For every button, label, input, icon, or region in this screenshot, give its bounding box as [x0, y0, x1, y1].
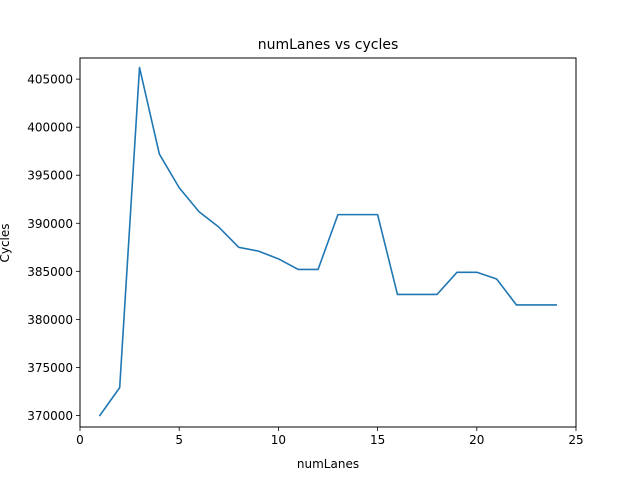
- x-tick-label: 15: [370, 433, 385, 447]
- y-tick-label: 405000: [27, 73, 73, 87]
- y-tick-label: 370000: [27, 409, 73, 423]
- y-axis: 370000 375000 380000 385000 390000 395000 4000…: [27, 73, 80, 423]
- plot-frame: [79, 57, 577, 428]
- x-tick-label: 25: [568, 433, 583, 447]
- x-tick-label: 10: [271, 433, 286, 447]
- series-line: [98, 66, 557, 417]
- y-tick-label: 390000: [27, 217, 73, 231]
- y-tick-label: 385000: [27, 265, 73, 279]
- x-axis-label: numLanes: [297, 457, 359, 471]
- chart-title: numLanes vs cycles: [258, 37, 399, 53]
- y-tick-label: 375000: [27, 361, 73, 375]
- y-tick-label: 380000: [27, 313, 73, 327]
- x-tick-label: 20: [469, 433, 484, 447]
- y-tick-label: 400000: [27, 121, 73, 135]
- x-axis: 0 5 10 15 20 25: [76, 427, 584, 447]
- y-axis-label: Cycles: [0, 223, 12, 262]
- x-tick-label: 0: [76, 433, 84, 447]
- plot-area: [98, 66, 557, 417]
- x-tick-label: 5: [175, 433, 183, 447]
- y-tick-label: 395000: [27, 169, 73, 183]
